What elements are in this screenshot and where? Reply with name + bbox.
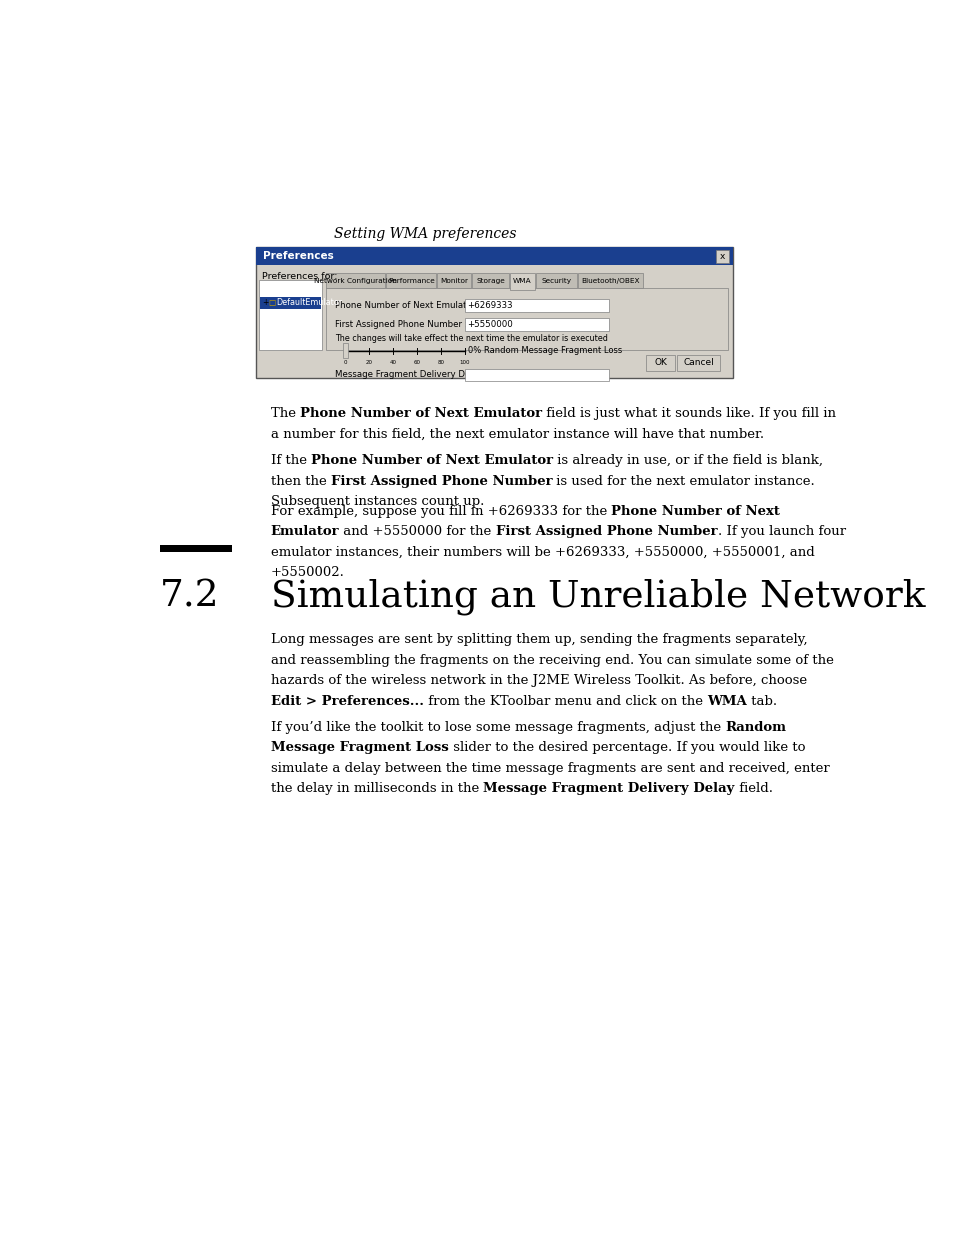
FancyBboxPatch shape — [677, 354, 720, 370]
FancyBboxPatch shape — [259, 296, 321, 309]
FancyBboxPatch shape — [386, 273, 436, 288]
Text: is used for the next emulator instance.: is used for the next emulator instance. — [552, 474, 814, 488]
Text: Phone Number of Next Emulator: Phone Number of Next Emulator — [311, 454, 553, 467]
Text: Security: Security — [540, 278, 571, 284]
FancyBboxPatch shape — [255, 247, 732, 266]
FancyBboxPatch shape — [578, 273, 642, 288]
Text: Message Fragment Delivery Delay: Message Fragment Delivery Delay — [483, 782, 734, 795]
FancyBboxPatch shape — [326, 288, 728, 350]
Text: . If you launch four: . If you launch four — [717, 525, 844, 538]
Text: Random: Random — [724, 721, 785, 734]
Text: from the KToolbar menu and click on the: from the KToolbar menu and click on the — [423, 694, 706, 708]
Text: Subsequent instances count up.: Subsequent instances count up. — [271, 495, 484, 509]
Text: Performance: Performance — [388, 278, 435, 284]
Text: slider to the desired percentage. If you would like to: slider to the desired percentage. If you… — [448, 741, 804, 755]
Text: If the: If the — [271, 454, 311, 467]
Text: If you’d like the toolkit to lose some message fragments, adjust the: If you’d like the toolkit to lose some m… — [271, 721, 724, 734]
Text: is already in use, or if the field is blank,: is already in use, or if the field is bl… — [553, 454, 822, 467]
Text: □: □ — [269, 298, 275, 308]
Text: Simulating an Unreliable Network: Simulating an Unreliable Network — [271, 578, 924, 615]
Text: First Assigned Phone Number: First Assigned Phone Number — [331, 474, 552, 488]
Text: 60: 60 — [413, 361, 420, 366]
Text: 0% Random Message Fragment Loss: 0% Random Message Fragment Loss — [468, 346, 621, 356]
Text: The changes will take effect the next time the emulator is executed: The changes will take effect the next ti… — [335, 333, 607, 343]
Text: DefaultEmulator: DefaultEmulator — [275, 298, 342, 308]
Text: tab.: tab. — [746, 694, 776, 708]
Text: hazards of the wireless network in the J2ME Wireless Toolkit. As before, choose: hazards of the wireless network in the J… — [271, 674, 806, 687]
Text: Phone Number of Next Emulator: Phone Number of Next Emulator — [300, 406, 541, 420]
Text: Emulator: Emulator — [271, 525, 339, 538]
Text: For example, suppose you fill in +6269333 for the: For example, suppose you fill in +626933… — [271, 505, 611, 517]
FancyBboxPatch shape — [645, 354, 675, 370]
Text: 0: 0 — [343, 361, 347, 366]
Text: WMA: WMA — [706, 694, 746, 708]
Text: the delay in milliseconds in the: the delay in milliseconds in the — [271, 782, 483, 795]
Text: x: x — [720, 252, 724, 261]
Text: Preferences for:: Preferences for: — [262, 272, 337, 280]
FancyBboxPatch shape — [255, 247, 732, 378]
FancyBboxPatch shape — [464, 299, 608, 311]
FancyBboxPatch shape — [472, 273, 508, 288]
Text: Network Configuration: Network Configuration — [314, 278, 396, 284]
Text: WMA: WMA — [513, 278, 531, 284]
Text: field.: field. — [734, 782, 772, 795]
Text: Monitor: Monitor — [439, 278, 468, 284]
Text: simulate a delay between the time message fragments are sent and received, enter: simulate a delay between the time messag… — [271, 762, 829, 774]
Text: Phone Number of Next Emulator :: Phone Number of Next Emulator : — [335, 300, 480, 310]
Text: Setting WMA preferences: Setting WMA preferences — [334, 227, 516, 241]
FancyBboxPatch shape — [342, 343, 347, 358]
Text: Preferences: Preferences — [263, 251, 334, 261]
Text: Long messages are sent by splitting them up, sending the fragments separately,: Long messages are sent by splitting them… — [271, 634, 806, 646]
FancyBboxPatch shape — [436, 273, 471, 288]
Text: The: The — [271, 406, 300, 420]
FancyBboxPatch shape — [326, 273, 385, 288]
Text: 80: 80 — [436, 361, 444, 366]
FancyBboxPatch shape — [464, 369, 608, 382]
Text: Cancel: Cancel — [682, 358, 714, 367]
FancyBboxPatch shape — [535, 273, 577, 288]
FancyBboxPatch shape — [509, 273, 535, 290]
FancyBboxPatch shape — [160, 545, 233, 552]
Text: First Assigned Phone Number: First Assigned Phone Number — [496, 525, 717, 538]
Text: Storage: Storage — [476, 278, 504, 284]
Text: OK: OK — [654, 358, 666, 367]
Text: 7.2: 7.2 — [160, 578, 219, 614]
FancyBboxPatch shape — [258, 280, 321, 350]
Text: Edit > Preferences...: Edit > Preferences... — [271, 694, 423, 708]
Text: Message Fragment Delivery Delay (ms):: Message Fragment Delivery Delay (ms): — [335, 370, 508, 379]
Text: Message Fragment Loss: Message Fragment Loss — [271, 741, 448, 755]
Text: a number for this field, the next emulator instance will have that number.: a number for this field, the next emulat… — [271, 427, 763, 441]
Text: 20: 20 — [365, 361, 373, 366]
Text: Phone Number of Next: Phone Number of Next — [611, 505, 780, 517]
Text: and reassembling the fragments on the receiving end. You can simulate some of th: and reassembling the fragments on the re… — [271, 653, 833, 667]
Text: +: + — [262, 298, 268, 308]
FancyBboxPatch shape — [715, 251, 728, 263]
Text: +5550000: +5550000 — [466, 320, 512, 329]
Text: 100: 100 — [458, 361, 469, 366]
Text: 40: 40 — [389, 361, 396, 366]
Text: emulator instances, their numbers will be +6269333, +5550000, +5550001, and: emulator instances, their numbers will b… — [271, 546, 814, 558]
Text: then the: then the — [271, 474, 331, 488]
Text: field is just what it sounds like. If you fill in: field is just what it sounds like. If yo… — [541, 406, 836, 420]
Text: and +5550000 for the: and +5550000 for the — [339, 525, 496, 538]
Text: Bluetooth/OBEX: Bluetooth/OBEX — [580, 278, 639, 284]
Text: +6269333: +6269333 — [466, 300, 512, 310]
Text: First Assigned Phone Number :: First Assigned Phone Number : — [335, 320, 467, 329]
FancyBboxPatch shape — [464, 319, 608, 331]
Text: +5550002.: +5550002. — [271, 566, 344, 579]
